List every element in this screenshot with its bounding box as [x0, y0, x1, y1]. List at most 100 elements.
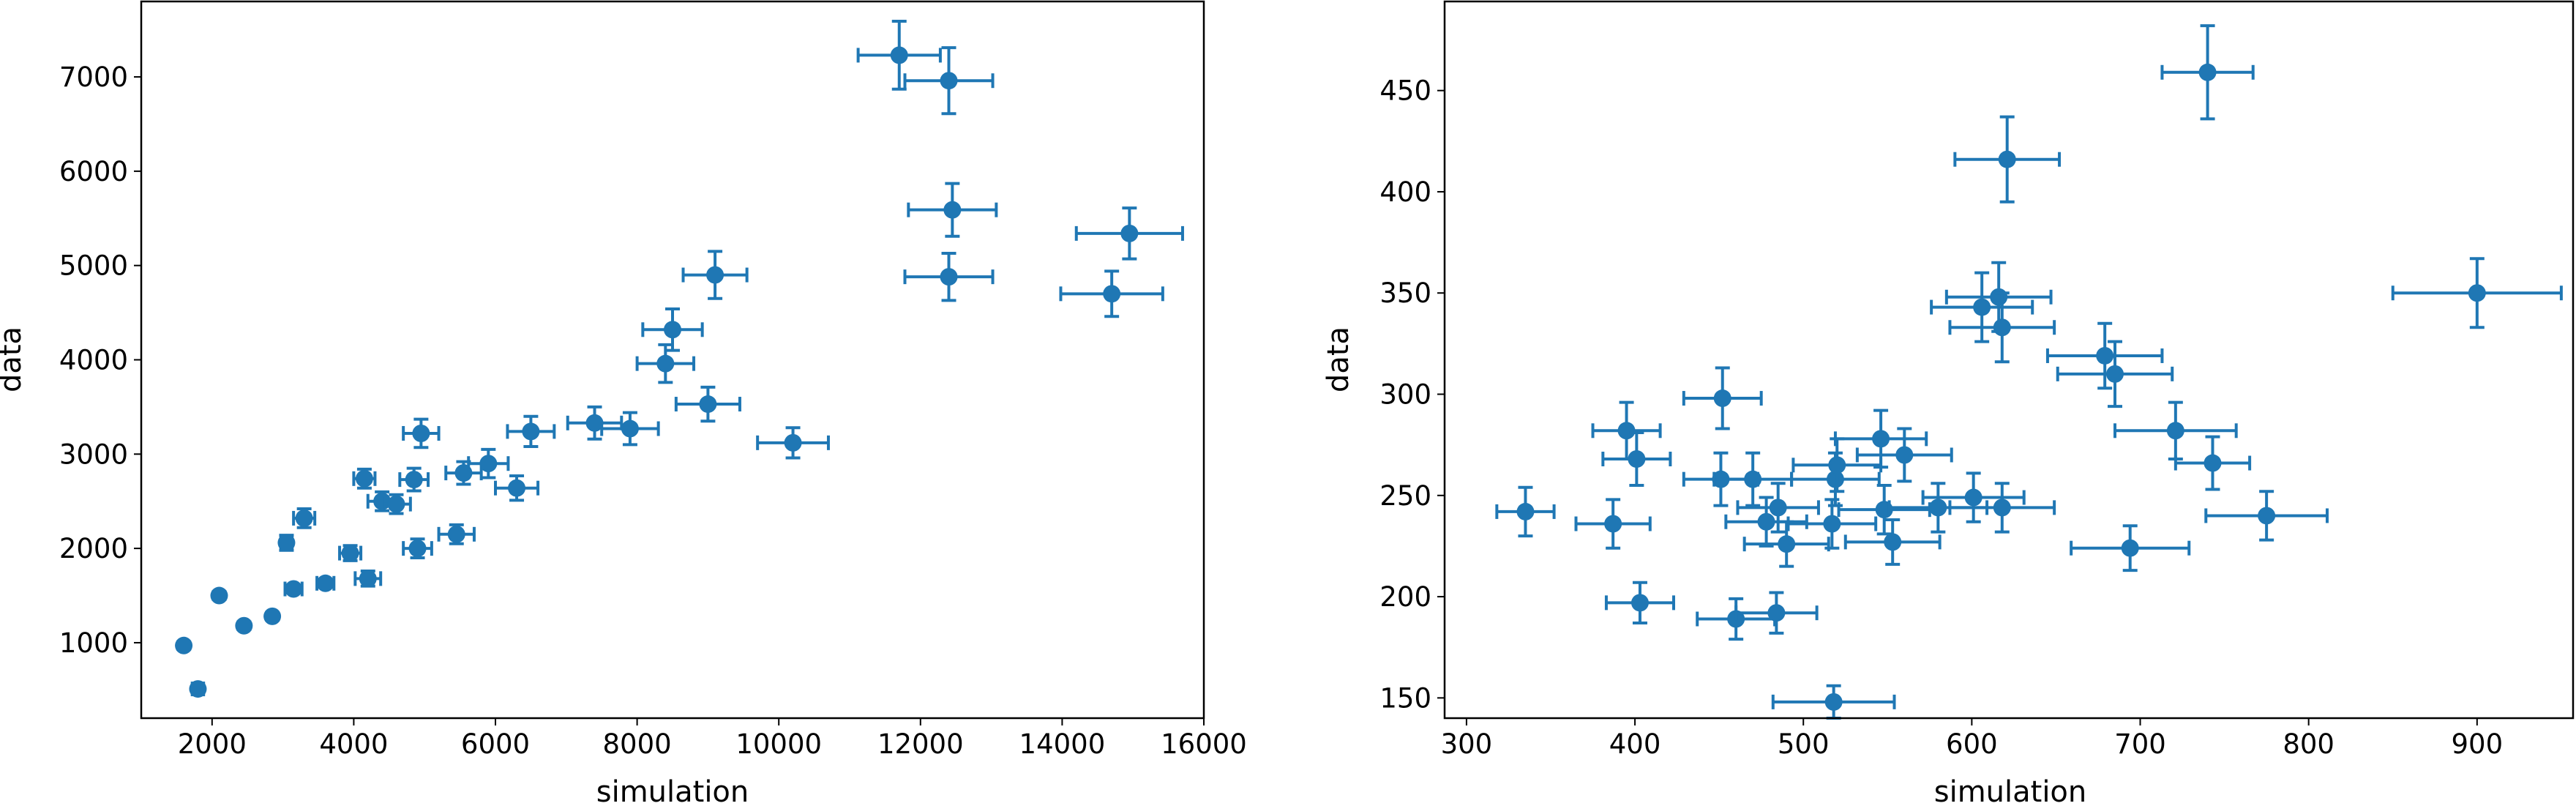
- y-tick-label: 7000: [59, 61, 128, 93]
- data-point-left-35: [1074, 206, 1184, 261]
- marker: [522, 422, 540, 441]
- x-tick-label: 300: [1441, 728, 1493, 760]
- marker: [285, 580, 303, 598]
- data-point-right-30: [2056, 340, 2174, 408]
- marker: [1757, 512, 1775, 531]
- data-point-right-19: [1837, 483, 1931, 536]
- data-point-left-1: [175, 636, 193, 654]
- data-point-right-33: [2160, 24, 2255, 121]
- marker: [1895, 446, 1914, 464]
- data-point-left-31: [903, 46, 995, 116]
- marker: [1778, 535, 1796, 553]
- y-tick-label: 3000: [59, 439, 128, 470]
- x-tick-label: 2000: [178, 728, 247, 760]
- data-point-left-2: [189, 680, 207, 698]
- y-tick-label: 250: [1379, 480, 1431, 512]
- y-tick-label: 5000: [59, 250, 128, 282]
- marker: [2096, 346, 2114, 365]
- x-tick-label: 14000: [1019, 728, 1106, 760]
- data-point-left-5: [263, 607, 282, 625]
- data-point-left-30: [856, 20, 942, 91]
- data-point-right-23: [1921, 471, 2026, 523]
- marker: [210, 586, 228, 605]
- marker: [1823, 515, 1841, 533]
- marker: [1767, 604, 1786, 622]
- data-point-left-23: [566, 405, 624, 441]
- marker: [656, 354, 675, 373]
- x-axis-title-right: simulation: [1934, 775, 2087, 806]
- data-point-right-34: [2174, 435, 2252, 491]
- marker: [1973, 298, 1991, 316]
- x-axis-title-left: simulation: [596, 775, 749, 806]
- marker: [621, 419, 639, 438]
- data-point-left-22: [506, 414, 556, 449]
- marker: [2121, 539, 2139, 557]
- marker: [1824, 693, 1843, 711]
- data-point-right-12: [1734, 591, 1819, 635]
- marker: [316, 574, 334, 592]
- marker: [387, 495, 405, 513]
- scatter-panel-left: simulation data 2000 4000 6000 8000 10000 120…: [0, 0, 1247, 806]
- data-point-right-29: [2045, 321, 2164, 390]
- marker: [699, 395, 717, 414]
- data-point-left-21: [494, 474, 540, 502]
- marker: [2166, 422, 2184, 440]
- marker: [189, 680, 207, 698]
- data-point-right-11: [1736, 482, 1820, 534]
- y-tick-label: 200: [1379, 581, 1431, 613]
- data-point-left-20: [467, 447, 510, 480]
- marker: [341, 544, 359, 562]
- data-point-right-9: [1712, 451, 1794, 507]
- data-point-left-9: [315, 574, 336, 592]
- data-point-right-1: [1495, 485, 1556, 538]
- data-point-left-15: [398, 466, 430, 493]
- marker: [1617, 422, 1636, 440]
- data-point-right-35: [2204, 490, 2329, 542]
- data-point-right-13: [1742, 520, 1830, 568]
- data-point-left-3: [210, 586, 228, 605]
- y-tick-label: 4000: [59, 345, 128, 376]
- y-tick-label: 350: [1379, 277, 1431, 309]
- marker: [405, 471, 423, 489]
- marker: [508, 479, 526, 497]
- data-point-left-16: [402, 537, 433, 560]
- marker: [263, 607, 282, 625]
- marker: [943, 201, 962, 219]
- x-tick-label: 700: [2114, 728, 2166, 760]
- x-tick-label: 10000: [735, 728, 822, 760]
- marker: [1828, 456, 1846, 474]
- data-point-right-4: [1601, 431, 1672, 487]
- marker: [940, 72, 958, 90]
- y-tick-label: 300: [1379, 379, 1431, 411]
- y-tick-label: 450: [1379, 75, 1431, 107]
- marker: [940, 268, 958, 286]
- data-point-right-26: [1948, 291, 2056, 364]
- marker: [2204, 454, 2222, 472]
- data-point-left-7: [283, 580, 304, 598]
- data-point-left-19: [444, 460, 483, 486]
- y-axis-title-right: data: [1322, 326, 1355, 392]
- x-tick-label: 12000: [877, 728, 964, 760]
- marker: [664, 321, 681, 339]
- data-point-left-25: [635, 343, 696, 384]
- y-tick-label: 6000: [59, 156, 128, 187]
- marker: [412, 424, 430, 442]
- data-point-right-18: [1833, 408, 1928, 469]
- scatter-panel-right: simulation data 300 400 500 600 700 800 900 150…: [1322, 0, 2575, 806]
- data-point-right-20: [1843, 518, 1942, 566]
- marker: [1628, 450, 1646, 469]
- data-point-left-24: [600, 411, 660, 447]
- marker: [2468, 284, 2486, 302]
- data-point-left-29: [756, 426, 830, 460]
- y-tick-label: 400: [1379, 176, 1431, 208]
- data-point-right-27: [1948, 482, 2056, 534]
- marker: [295, 509, 313, 527]
- marker: [447, 525, 465, 543]
- data-point-left-10: [338, 544, 363, 562]
- data-point-left-33: [907, 182, 998, 238]
- marker: [1516, 502, 1535, 520]
- data-point-left-27: [674, 385, 741, 423]
- marker: [2258, 507, 2276, 525]
- data-point-right-2: [1574, 498, 1652, 550]
